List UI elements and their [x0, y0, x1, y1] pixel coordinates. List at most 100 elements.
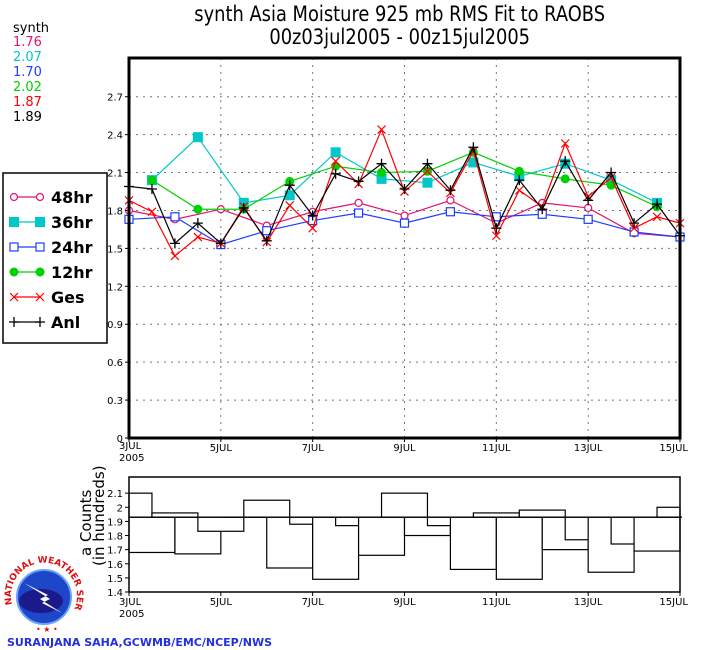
data-point-36hr: [606, 175, 617, 186]
data-point-36hr: [192, 132, 203, 143]
y-tick-label: 1.4: [107, 588, 123, 599]
data-point-ges: [423, 166, 432, 176]
series-line-36hr: [151, 136, 658, 204]
y-tick-label: 1.5: [107, 574, 123, 585]
x-tick-label: 13JUL: [574, 597, 603, 608]
legend-item-12hr: 12hr: [9, 263, 93, 282]
data-point-anl: [215, 238, 226, 249]
x-tick-label: 9JUL: [393, 443, 416, 454]
x-tick-label: 13JUL: [574, 443, 603, 454]
x-tick-label: 15JUL: [659, 597, 688, 608]
legend-item-ges: Ges: [9, 288, 85, 307]
data-point-24hr: [629, 227, 639, 237]
x-tick-label: 9JUL: [393, 597, 416, 608]
legend-items: 48hr 36hr 24hr 12hr Ges Anl: [9, 188, 93, 332]
y-tick-label: 1.8: [107, 532, 123, 543]
count-bar: [495, 516, 543, 580]
legend-label: Ges: [51, 288, 85, 307]
data-point-anl: [468, 142, 479, 153]
top-chart-series: [124, 125, 685, 261]
data-point-24hr: [491, 212, 501, 222]
data-point-anl: [422, 158, 433, 169]
count-bar: [128, 492, 153, 518]
legend-label: 48hr: [51, 188, 93, 207]
data-point-ges: [629, 223, 639, 233]
x-tick-label: 11JUL: [482, 443, 511, 454]
legend-marker: [9, 242, 19, 252]
legend-marker: [9, 217, 19, 227]
bottom-ylabel-line1: a Counts: [77, 489, 95, 556]
count-bar: [128, 516, 176, 554]
data-point-36hr: [468, 157, 479, 168]
data-point-24hr: [170, 212, 180, 222]
y-tick-label: 1.7: [107, 546, 123, 557]
y-tick-label: 0.9: [107, 320, 123, 331]
legend-item-48hr: 48hr: [9, 188, 93, 207]
data-point-anl: [491, 223, 502, 234]
lightning-icon: [24, 583, 62, 613]
bottom-ylabel: a Counts (in hundreds): [77, 465, 108, 566]
legend-marker: [9, 317, 19, 327]
data-point-ges: [652, 212, 662, 222]
y-tick-label: 1.5: [107, 244, 123, 255]
stat-48hr: 1.76: [13, 35, 42, 50]
stat-12hr: 2.02: [13, 80, 42, 95]
data-point-anl: [399, 183, 410, 194]
y-tick-label: 0.6: [107, 358, 123, 369]
y-tick-label: 2.7: [107, 93, 123, 104]
data-point-ges: [560, 139, 570, 148]
x-tick-year: 2005: [119, 609, 144, 620]
legend-marker: [35, 292, 45, 302]
data-point-anl: [537, 204, 548, 215]
nws-logo: NATIONAL WEATHER SERVICE • ★ •: [4, 556, 84, 634]
legend-label: Anl: [51, 313, 80, 332]
y-tick-label: 1.2: [107, 282, 123, 293]
count-bar: [380, 492, 429, 518]
data-point-anl: [238, 202, 249, 213]
stats-label: synth: [13, 21, 50, 36]
chart-title-line2: 00z03jul2005 - 00z15jul2005: [269, 25, 531, 49]
data-point-ges: [514, 185, 524, 195]
data-point-36hr: [330, 147, 341, 158]
legend-marker: [35, 242, 45, 252]
y-tick-label: 0: [117, 434, 123, 445]
y-tick-label: 2: [117, 503, 123, 514]
stat-24hr: 1.70: [13, 65, 42, 80]
top-x-start-label: 3JUL 2005: [119, 441, 145, 464]
data-point-24hr: [353, 208, 364, 218]
data-point-anl: [169, 238, 180, 249]
y-tick-label: 2.4: [107, 131, 123, 142]
y-tick-label: 1.6: [107, 560, 123, 571]
legend-box: [2, 172, 108, 344]
stat-ges: 1.87: [13, 95, 42, 110]
data-point-12hr: [514, 166, 524, 176]
count-bar: [656, 506, 681, 518]
logo-stars: • ★ •: [36, 625, 58, 634]
legend-marker: [35, 317, 45, 327]
legend-item-36hr: 36hr: [9, 213, 93, 232]
y-tick-label: 1.8: [107, 206, 123, 217]
x-tick-label: 11JUL: [482, 597, 511, 608]
stat-36hr: 2.07: [13, 50, 42, 65]
data-point-ges: [331, 156, 341, 166]
data-point-ges: [170, 251, 180, 261]
data-point-24hr: [445, 207, 456, 217]
count-bar: [266, 516, 314, 569]
data-point-12hr: [377, 168, 387, 178]
x-tick-label: 7JUL: [302, 597, 325, 608]
legend-marker: [35, 217, 45, 227]
data-point-ges: [193, 232, 203, 242]
data-point-anl: [583, 195, 594, 206]
chart-title-line1: synth Asia Moisture 925 mb RMS Fit to RA…: [194, 2, 606, 26]
data-point-36hr: [376, 173, 387, 184]
data-point-anl: [284, 180, 295, 191]
legend: 48hr 36hr 24hr 12hr Ges Anl: [2, 172, 108, 344]
bottom-chart-bars: [128, 492, 682, 580]
bottom-ylabel-line2: (in hundreds): [90, 465, 108, 566]
data-point-anl: [629, 218, 640, 229]
legend-marker: [9, 192, 19, 202]
data-point-12hr: [560, 174, 570, 184]
legend-marker: [9, 292, 19, 302]
data-point-anl: [606, 167, 617, 178]
